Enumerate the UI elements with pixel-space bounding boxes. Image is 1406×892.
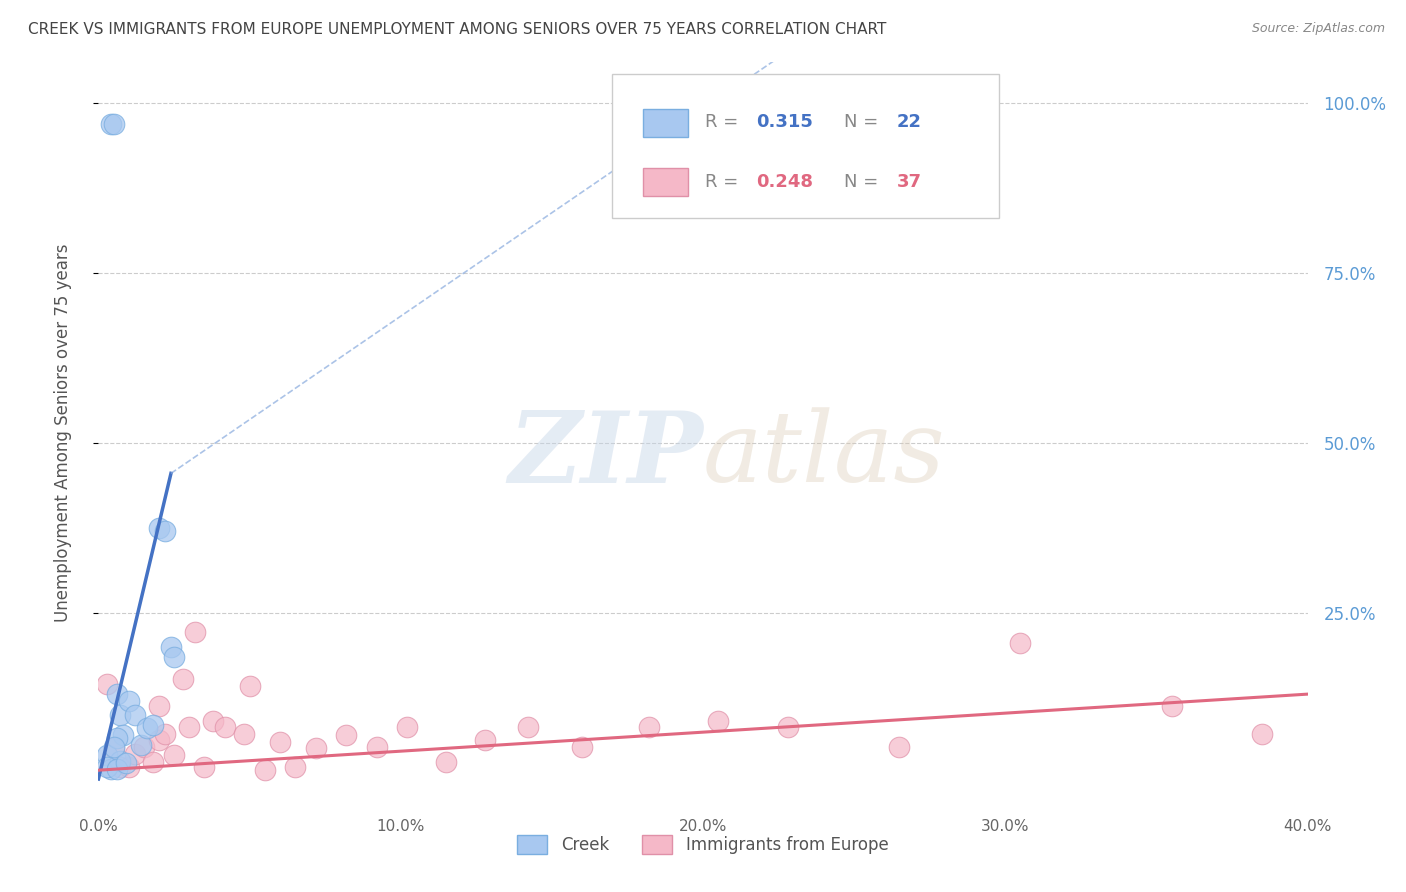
- Text: R =: R =: [706, 113, 744, 131]
- Point: [153, 524, 176, 538]
- Point: [232, 726, 254, 740]
- Point: [124, 747, 146, 761]
- Point: [108, 754, 131, 768]
- Point: [179, 720, 201, 734]
- Point: [100, 117, 122, 131]
- Point: [153, 726, 176, 740]
- Point: [889, 740, 911, 755]
- Point: [516, 720, 538, 734]
- Point: [111, 728, 134, 742]
- Point: [202, 714, 225, 729]
- Y-axis label: Unemployment Among Seniors over 75 years: Unemployment Among Seniors over 75 years: [53, 244, 72, 622]
- Point: [184, 624, 207, 639]
- Point: [637, 720, 659, 734]
- FancyBboxPatch shape: [613, 73, 1000, 218]
- Point: [193, 760, 215, 774]
- Text: R =: R =: [706, 173, 744, 191]
- FancyBboxPatch shape: [643, 109, 689, 137]
- Point: [395, 720, 418, 734]
- Point: [108, 707, 131, 722]
- Point: [1160, 699, 1182, 714]
- Point: [335, 728, 357, 742]
- Text: 0.315: 0.315: [756, 113, 813, 131]
- Point: [103, 117, 125, 131]
- Point: [1251, 726, 1274, 740]
- Point: [214, 720, 236, 734]
- Point: [163, 649, 186, 664]
- Point: [366, 740, 388, 755]
- Point: [103, 740, 125, 755]
- Point: [163, 748, 186, 763]
- Text: 0.248: 0.248: [756, 173, 813, 191]
- Text: 37: 37: [897, 173, 921, 191]
- Text: CREEK VS IMMIGRANTS FROM EUROPE UNEMPLOYMENT AMONG SENIORS OVER 75 YEARS CORRELA: CREEK VS IMMIGRANTS FROM EUROPE UNEMPLOY…: [28, 22, 887, 37]
- Point: [96, 760, 118, 774]
- Point: [108, 760, 131, 774]
- Point: [135, 721, 157, 735]
- Point: [118, 694, 141, 708]
- Point: [284, 760, 307, 774]
- Point: [474, 733, 496, 747]
- Point: [114, 756, 136, 771]
- Point: [103, 741, 125, 756]
- Text: ZIP: ZIP: [508, 407, 703, 503]
- Point: [100, 762, 122, 776]
- Point: [776, 720, 799, 734]
- Point: [142, 717, 165, 731]
- Point: [96, 748, 118, 763]
- Point: [132, 740, 155, 755]
- Point: [142, 755, 165, 769]
- Point: [269, 734, 291, 748]
- Point: [160, 640, 183, 654]
- Text: atlas: atlas: [703, 407, 946, 502]
- Point: [571, 740, 593, 755]
- Point: [105, 687, 128, 701]
- Point: [1010, 636, 1032, 650]
- Text: N =: N =: [845, 113, 884, 131]
- Legend: Creek, Immigrants from Europe: Creek, Immigrants from Europe: [510, 829, 896, 861]
- Point: [434, 755, 457, 769]
- Point: [239, 679, 262, 693]
- Point: [118, 760, 141, 774]
- Text: 22: 22: [897, 113, 921, 131]
- Point: [105, 762, 128, 776]
- Point: [96, 677, 118, 691]
- Point: [148, 699, 170, 714]
- Point: [148, 733, 170, 747]
- Point: [172, 672, 194, 686]
- FancyBboxPatch shape: [643, 169, 689, 196]
- Text: Source: ZipAtlas.com: Source: ZipAtlas.com: [1251, 22, 1385, 36]
- Point: [253, 763, 276, 777]
- Point: [124, 707, 146, 722]
- Point: [105, 731, 128, 746]
- Point: [148, 521, 170, 535]
- Point: [129, 738, 152, 752]
- Text: N =: N =: [845, 173, 884, 191]
- Point: [305, 741, 328, 756]
- Point: [707, 714, 730, 729]
